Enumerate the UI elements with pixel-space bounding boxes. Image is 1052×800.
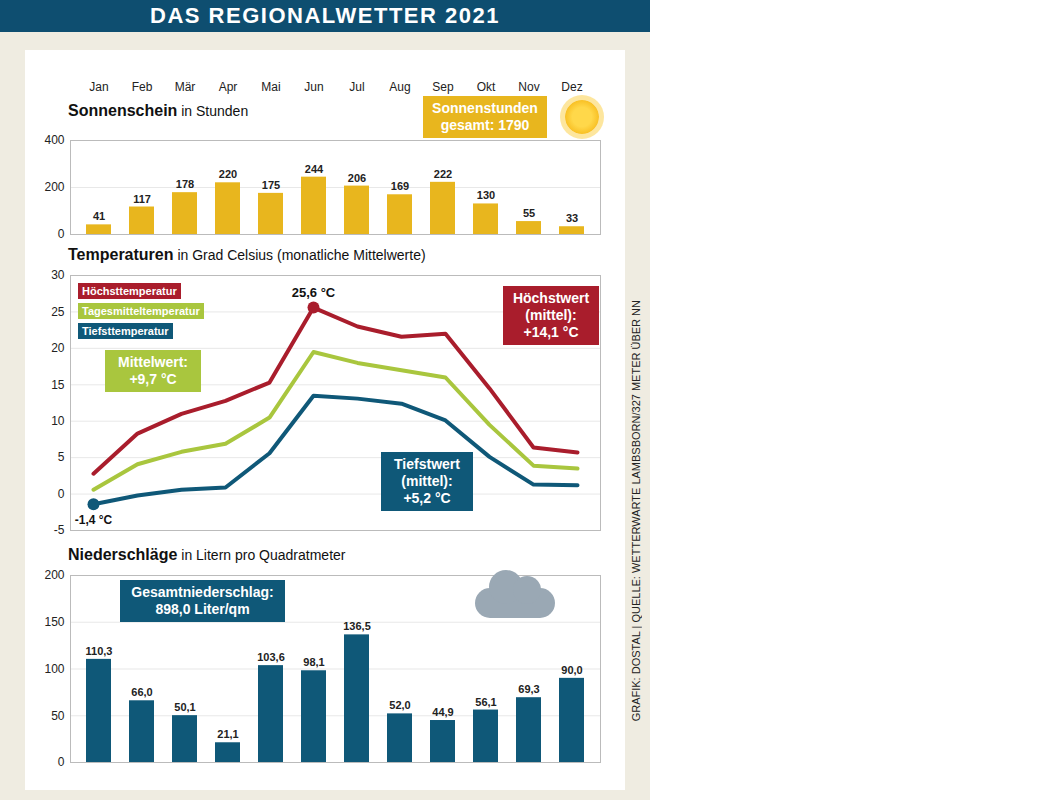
svg-text:20: 20 (51, 341, 65, 355)
svg-text:25: 25 (51, 305, 65, 319)
svg-text:50: 50 (51, 709, 65, 723)
svg-text:69,3: 69,3 (518, 683, 539, 695)
html-text:Sonnenschein in Stunden: Sonnenschein in Stunden (68, 102, 249, 119)
svg-text:Dez: Dez (561, 80, 582, 94)
svg-text:100: 100 (44, 662, 64, 676)
svg-text:Sep: Sep (432, 80, 454, 94)
html-text:Höchstwert (mittel): +14,1 °C: Höchstwert (mittel): +14,1 °C (512, 290, 590, 340)
svg-text:400: 400 (44, 133, 64, 147)
svg-text:0: 0 (58, 227, 65, 240)
svg-text:44,9: 44,9 (432, 706, 453, 718)
svg-text:200: 200 (44, 180, 64, 194)
svg-text:0: 0 (58, 755, 65, 769)
svg-text:130: 130 (477, 189, 495, 201)
svg-text:136,5: 136,5 (343, 620, 371, 632)
svg-text:220: 220 (219, 168, 237, 180)
html-text:Sonnenstunden gesamt: 1790: Sonnenstunden gesamt: 1790 (432, 100, 538, 133)
html-text:GRAFIK: DOSTAL | QUELLE: WETTE: GRAFIK: DOSTAL | QUELLE: WETTERWARTE LAM… (630, 300, 642, 722)
svg-text:206: 206 (348, 172, 366, 184)
svg-text:56,1: 56,1 (475, 696, 496, 708)
svg-text:117: 117 (133, 193, 151, 205)
svg-text:66,0: 66,0 (131, 686, 152, 698)
svg-text:33: 33 (566, 212, 578, 224)
svg-text:244: 244 (305, 163, 324, 175)
svg-text:25,6 °C: 25,6 °C (292, 285, 336, 300)
html-text:Temperaturen in Grad Celsius (: Temperaturen in Grad Celsius (monatliche… (68, 246, 426, 263)
svg-text:50,1: 50,1 (174, 701, 195, 713)
html-text:Gesamtniederschlag: 898,0 Lite: Gesamtniederschlag: 898,0 Liter/qm (131, 584, 274, 617)
html-text:Höchsttemperatur: Höchsttemperatur (82, 285, 177, 297)
svg-text:Apr: Apr (219, 80, 238, 94)
html-text:Mittelwert: +9,7 °C: Mittelwert: +9,7 °C (118, 354, 188, 387)
svg-text:15: 15 (51, 378, 65, 392)
svg-text:Nov: Nov (518, 80, 539, 94)
svg-text:55: 55 (523, 207, 535, 219)
svg-text:Aug: Aug (389, 80, 410, 94)
svg-text:10: 10 (51, 414, 65, 428)
svg-text:Jan: Jan (89, 80, 108, 94)
svg-text:52,0: 52,0 (389, 699, 410, 711)
svg-text:222: 222 (434, 168, 452, 180)
svg-text:175: 175 (262, 179, 280, 191)
html-text:Tiefsttemperatur: Tiefsttemperatur (82, 325, 169, 337)
svg-text:Jul: Jul (349, 80, 364, 94)
html-text:DAS REGIONALWETTER 2021: DAS REGIONALWETTER 2021 (150, 3, 500, 28)
svg-text:Okt: Okt (477, 80, 496, 94)
svg-text:169: 169 (391, 180, 409, 192)
svg-text:21,1: 21,1 (217, 728, 238, 740)
svg-text:Mai: Mai (261, 80, 280, 94)
svg-text:178: 178 (176, 178, 194, 190)
svg-text:200: 200 (44, 568, 64, 582)
svg-text:Feb: Feb (132, 80, 153, 94)
html-text:Tiefstwert (mittel): +5,2 °C: Tiefstwert (mittel): +5,2 °C (394, 456, 460, 506)
svg-text:150: 150 (44, 615, 64, 629)
html-text:Niederschläge in Litern pro Qu: Niederschläge in Litern pro Quadratmeter (68, 546, 346, 563)
svg-text:90,0: 90,0 (561, 664, 582, 676)
svg-text:103,6: 103,6 (257, 651, 285, 663)
svg-text:-1,4 °C: -1,4 °C (75, 513, 113, 527)
svg-text:98,1: 98,1 (303, 656, 324, 668)
svg-text:-5: -5 (54, 523, 65, 537)
svg-text:5: 5 (58, 450, 65, 464)
svg-text:0: 0 (58, 487, 65, 501)
svg-text:30: 30 (51, 268, 65, 282)
svg-text:Mär: Mär (175, 80, 196, 94)
svg-text:110,3: 110,3 (86, 645, 113, 657)
svg-text:Jun: Jun (304, 80, 323, 94)
html-text:Tagesmitteltemperatur: Tagesmitteltemperatur (82, 305, 200, 317)
svg-text:41: 41 (93, 210, 105, 222)
